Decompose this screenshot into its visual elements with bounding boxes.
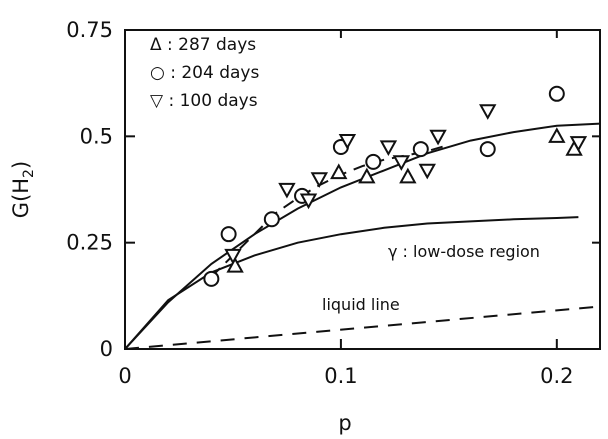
plot-frame: [124, 29, 601, 350]
data-point-triangle-up: [226, 257, 244, 273]
annotation-liquid-line: liquid line: [322, 295, 400, 314]
data-point-triangle-down: [310, 172, 329, 188]
y-tick-label: 0.25: [66, 231, 113, 255]
data-point-circle: [548, 85, 565, 102]
data-point-triangle-down: [569, 136, 588, 152]
y-tick-label: 0.75: [66, 18, 113, 42]
data-point-triangle-down: [418, 163, 436, 180]
data-point-circle: [203, 270, 220, 287]
data-point-triangle-down: [392, 155, 411, 171]
data-point-triangle-down: [224, 248, 242, 265]
data-point-circle: [412, 141, 429, 158]
x-tick-label: 0.2: [540, 364, 573, 388]
curve-fit: [124, 122, 601, 350]
legend-entry: Δ : 287 days: [150, 35, 256, 55]
x-tick-label: 0.1: [324, 364, 357, 388]
curve-liquid: [124, 305, 601, 350]
data-point-triangle-down: [299, 193, 318, 210]
data-point-triangle-up: [548, 127, 566, 143]
data-point-circle: [263, 211, 280, 228]
y-tick-label: 0.5: [80, 124, 113, 148]
y-axis-label-close: ): [9, 161, 33, 169]
data-point-triangle-down: [479, 104, 497, 120]
data-point-triangle-down: [338, 133, 357, 150]
y-axis-label-main: G(H: [9, 178, 33, 218]
data-point-circle: [365, 153, 382, 170]
y-axis-label: G(H2): [9, 161, 37, 218]
y-tick-label: 0: [100, 337, 113, 361]
x-axis-label: p: [338, 411, 351, 435]
data-point-triangle-up: [399, 167, 417, 184]
legend-entry: ▽ : 100 days: [150, 91, 258, 111]
data-point-circle: [220, 226, 237, 243]
data-point-triangle-down: [429, 129, 447, 146]
data-point-triangle-up: [330, 163, 348, 180]
data-point-triangle-up: [358, 167, 376, 184]
annotation-low-dose: γ : low-dose region: [388, 242, 540, 261]
data-point-circle: [479, 141, 496, 158]
data-point-triangle-down: [379, 140, 398, 157]
data-point-triangle-down: [278, 182, 296, 199]
x-tick-label: 0: [118, 364, 131, 388]
y-axis-label-sub: 2: [21, 169, 37, 178]
legend-entry: ○ : 204 days: [150, 63, 259, 83]
